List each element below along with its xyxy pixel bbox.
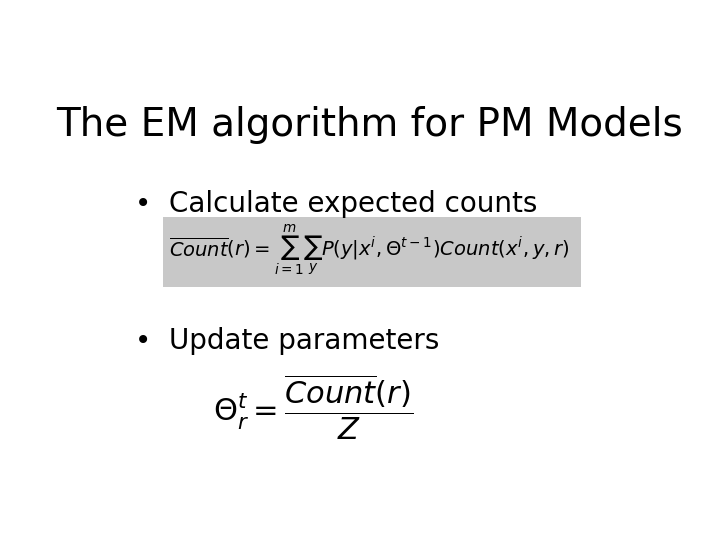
Text: •  Update parameters: • Update parameters bbox=[135, 327, 439, 355]
Text: $\Theta^{t}_{r} = \dfrac{\overline{Count}(r)}{Z}$: $\Theta^{t}_{r} = \dfrac{\overline{Count… bbox=[213, 373, 413, 442]
Text: $\overline{Count}(r) = \sum_{i=1}^{m}\sum_{y} P(y|x^i, \Theta^{t-1})Count(x^i, y: $\overline{Count}(r) = \sum_{i=1}^{m}\su… bbox=[168, 222, 570, 278]
Text: •  Calculate expected counts: • Calculate expected counts bbox=[135, 190, 537, 218]
FancyBboxPatch shape bbox=[163, 217, 581, 287]
Text: The EM algorithm for PM Models: The EM algorithm for PM Models bbox=[55, 106, 683, 144]
